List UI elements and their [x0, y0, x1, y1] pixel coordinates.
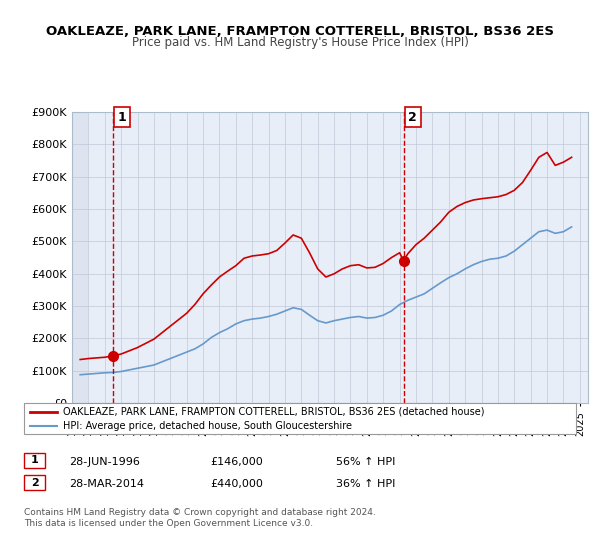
- Text: OAKLEAZE, PARK LANE, FRAMPTON COTTERELL, BRISTOL, BS36 2ES: OAKLEAZE, PARK LANE, FRAMPTON COTTERELL,…: [46, 25, 554, 38]
- Text: OAKLEAZE, PARK LANE, FRAMPTON COTTERELL, BRISTOL, BS36 2ES (detached house): OAKLEAZE, PARK LANE, FRAMPTON COTTERELL,…: [62, 407, 484, 417]
- FancyBboxPatch shape: [24, 475, 45, 491]
- Text: Price paid vs. HM Land Registry's House Price Index (HPI): Price paid vs. HM Land Registry's House …: [131, 36, 469, 49]
- Text: 2: 2: [409, 111, 417, 124]
- Text: 56% ↑ HPI: 56% ↑ HPI: [336, 457, 395, 467]
- Bar: [72, 112, 88, 403]
- Text: 28-JUN-1996: 28-JUN-1996: [69, 457, 140, 467]
- Text: 36% ↑ HPI: 36% ↑ HPI: [336, 479, 395, 489]
- Text: 1: 1: [118, 111, 127, 124]
- Text: 28-MAR-2014: 28-MAR-2014: [69, 479, 144, 489]
- FancyBboxPatch shape: [24, 403, 576, 434]
- FancyBboxPatch shape: [24, 452, 45, 468]
- Text: HPI: Average price, detached house, South Gloucestershire: HPI: Average price, detached house, Sout…: [62, 421, 352, 431]
- Text: This data is licensed under the Open Government Licence v3.0.: This data is licensed under the Open Gov…: [24, 519, 313, 528]
- Text: £146,000: £146,000: [210, 457, 263, 467]
- Text: £440,000: £440,000: [210, 479, 263, 489]
- Text: 1: 1: [31, 455, 38, 465]
- Text: Contains HM Land Registry data © Crown copyright and database right 2024.: Contains HM Land Registry data © Crown c…: [24, 508, 376, 517]
- Text: 2: 2: [31, 478, 38, 488]
